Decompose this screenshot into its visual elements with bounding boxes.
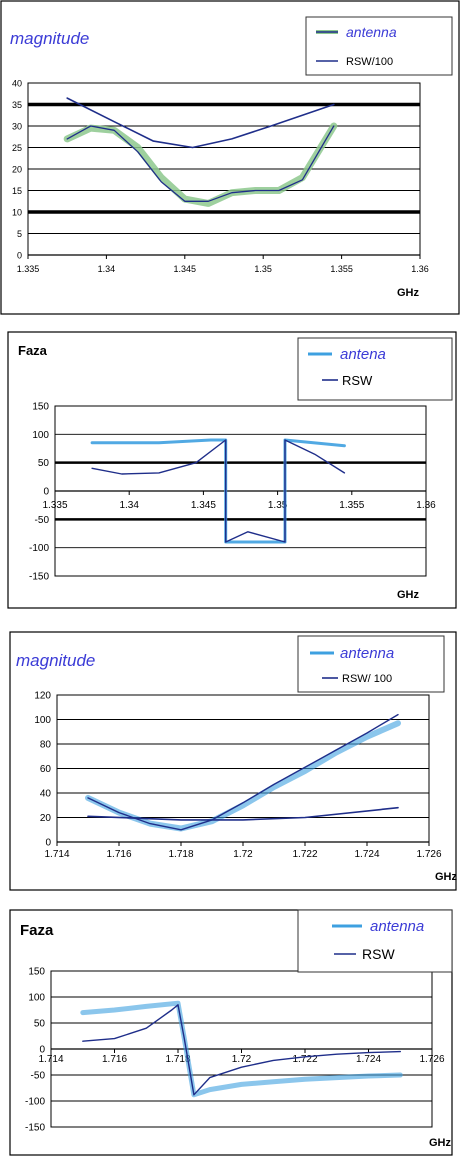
- legend-label-rsw: RSW/100: [346, 56, 393, 68]
- y-tick-label: -100: [29, 543, 49, 554]
- y-tick-label: -50: [35, 515, 50, 526]
- y-tick-label: 80: [40, 740, 52, 751]
- y-tick-label: 20: [12, 165, 22, 175]
- x-axis-label: GHz: [397, 287, 420, 299]
- y-tick-label: 100: [28, 993, 45, 1004]
- y-tick-label: -150: [25, 1123, 45, 1134]
- chart-frame: [9, 909, 453, 1156]
- legend-label-antena: antena: [340, 346, 386, 363]
- magnitude-chart-2-svg: magnitude GHz antenna RSW/ 100 0 20 40 60 80…: [9, 631, 458, 891]
- x-tick-label: 1.718: [168, 849, 193, 860]
- x-tick-label: 1.35: [268, 500, 288, 511]
- legend-label-antenna: antenna: [340, 645, 394, 662]
- y-tick-label: 0: [43, 487, 49, 498]
- y-tick-label: 40: [40, 789, 52, 800]
- x-tick-label: 1.726: [419, 1054, 444, 1065]
- x-axis-label: GHz: [435, 871, 458, 883]
- legend-box: [297, 337, 453, 401]
- phase-chart-2: Faza GHz antenna RSW -150 -100 -50 0 50 100 15…: [0, 904, 460, 1157]
- x-axis-label: GHz: [429, 1137, 452, 1149]
- y-tick-label: 150: [28, 967, 45, 978]
- x-tick-label: 1.724: [354, 849, 379, 860]
- chart-title: magnitude: [16, 651, 95, 670]
- x-tick-label: 1.35: [254, 264, 272, 274]
- y-tick-label: 0: [45, 838, 51, 849]
- legend-box: [305, 16, 453, 76]
- series-line-overlay: [66, 125, 335, 202]
- y-tick-label: 15: [12, 186, 22, 196]
- x-tick-label: 1.355: [339, 500, 364, 511]
- x-tick-label: 1.34: [98, 264, 116, 274]
- x-tick-label: 1.726: [416, 849, 441, 860]
- legend-label-antenna: antenna: [346, 24, 397, 40]
- x-tick-label: 1.72: [233, 849, 253, 860]
- x-tick-label: 1.722: [292, 1054, 317, 1065]
- series-line-overlay: [87, 713, 399, 831]
- phase-chart-2-svg: Faza GHz antenna RSW -150 -100 -50 0 50 100 15…: [9, 909, 453, 1156]
- y-tick-label: 100: [32, 430, 49, 441]
- chart-title: Faza: [18, 343, 48, 358]
- legend-label-rsw: RSW: [362, 946, 395, 962]
- legend-box: [297, 909, 453, 973]
- chart-frame: [0, 0, 460, 315]
- legend-label-rsw: RSW/ 100: [342, 673, 392, 685]
- series-line-rsw-100: [66, 97, 335, 149]
- y-tick-label: 120: [34, 691, 51, 702]
- series-line-antenna: [63, 122, 338, 207]
- chart-frame: [9, 631, 457, 891]
- chart-title: Faza: [20, 922, 54, 939]
- x-tick-label: 1.36: [411, 264, 429, 274]
- x-tick-label: 1.72: [232, 1054, 252, 1065]
- x-axis-label: GHz: [397, 589, 420, 601]
- x-tick-label: 1.36: [416, 500, 436, 511]
- y-tick-label: 100: [34, 715, 51, 726]
- y-tick-label: 40: [12, 79, 22, 89]
- legend-box: [297, 635, 445, 693]
- x-tick-label: 1.718: [165, 1054, 190, 1065]
- phase-chart-1-svg: Faza GHz antena RSW -150 -100 -50 0 50 100 150…: [7, 331, 457, 609]
- y-tick-label: -150: [29, 572, 49, 583]
- x-tick-label: 1.34: [119, 500, 139, 511]
- y-tick-label: 0: [39, 1045, 45, 1056]
- series-line-rsw: [91, 439, 346, 543]
- x-tick-label: 1.724: [356, 1054, 381, 1065]
- magnitude-chart-1: magnitude GHz antenna RSW/100 0 5 10 15 20 25…: [0, 0, 460, 316]
- x-tick-label: 1.714: [44, 849, 69, 860]
- y-tick-label: 0: [17, 251, 22, 261]
- chart-title: magnitude: [10, 29, 89, 48]
- y-tick-label: 25: [12, 143, 22, 153]
- y-tick-label: 35: [12, 100, 22, 110]
- phase-chart-1: Faza GHz antena RSW -150 -100 -50 0 50 100 150…: [0, 330, 460, 612]
- magnitude-chart-1-svg: magnitude GHz antenna RSW/100 0 5 10 15 20 25…: [0, 0, 460, 315]
- y-tick-label: 50: [38, 458, 50, 469]
- x-tick-label: 1.335: [17, 264, 40, 274]
- y-tick-label: -50: [31, 1071, 46, 1082]
- x-tick-label: 1.345: [174, 264, 197, 274]
- y-tick-label: 50: [34, 1019, 46, 1030]
- chart-frame: [7, 331, 457, 609]
- legend-label-antenna: antenna: [370, 918, 424, 935]
- y-tick-label: 30: [12, 122, 22, 132]
- series-line-antenna: [80, 1000, 403, 1098]
- y-tick-label: 20: [40, 813, 52, 824]
- x-tick-label: 1.355: [330, 264, 353, 274]
- x-tick-label: 1.722: [292, 849, 317, 860]
- x-tick-label: 1.716: [106, 849, 131, 860]
- series-line-rsw: [82, 1004, 401, 1096]
- y-tick-label: -100: [25, 1097, 45, 1108]
- magnitude-chart-2: magnitude GHz antenna RSW/ 100 0 20 40 60 80…: [0, 626, 460, 894]
- y-tick-label: 150: [32, 402, 49, 413]
- y-tick-label: 60: [40, 764, 52, 775]
- legend-label-rsw: RSW: [342, 373, 373, 388]
- y-tick-label: 5: [17, 229, 22, 239]
- y-tick-label: 10: [12, 208, 22, 218]
- x-tick-label: 1.345: [191, 500, 216, 511]
- series-line-rsw-100: [87, 806, 399, 821]
- x-tick-label: 1.716: [102, 1054, 127, 1065]
